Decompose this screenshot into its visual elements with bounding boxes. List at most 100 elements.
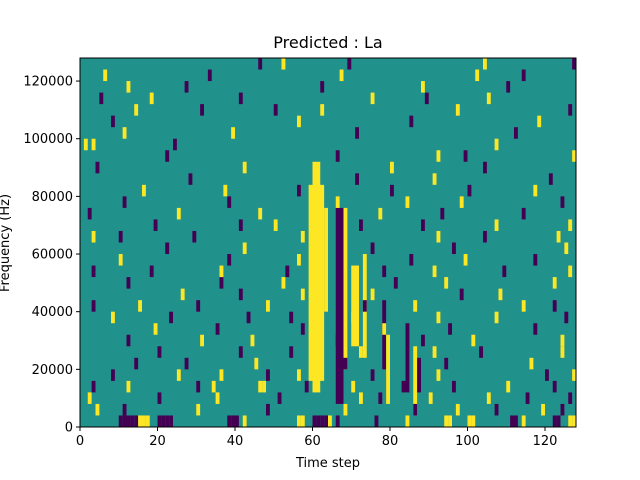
heatmap-cell [436, 230, 441, 243]
heatmap-cell [486, 92, 491, 105]
heatmap-cell [463, 254, 468, 266]
heatmap-cell [359, 219, 363, 231]
heatmap-cell [370, 92, 375, 105]
heatmap-cell [362, 300, 367, 312]
heatmap-cell [347, 58, 352, 70]
heatmap-cell [568, 415, 573, 427]
heatmap-band [413, 346, 418, 416]
heatmap-cell [134, 357, 139, 370]
heatmap-cell [231, 415, 235, 427]
heatmap-cell [223, 184, 228, 197]
heatmap-cell [297, 369, 301, 381]
heatmap-cell [192, 230, 197, 243]
heatmap-cell [87, 207, 92, 220]
heatmap-cell [568, 219, 573, 231]
heatmap-cell [533, 254, 538, 266]
heatmap-cell [448, 415, 452, 427]
heatmap-cell [169, 415, 173, 427]
heatmap-band [343, 207, 348, 370]
heatmap-cell [285, 265, 290, 278]
heatmap-cell [370, 242, 375, 255]
heatmap-cell [118, 415, 123, 427]
heatmap-cell [436, 311, 441, 324]
x-tick-label: 60 [304, 434, 321, 449]
heatmap-cell [242, 161, 247, 174]
heatmap-cell [328, 415, 332, 427]
heatmap-cell [506, 81, 511, 93]
chart-title: Predicted : La [273, 33, 382, 52]
heatmap-cell [87, 392, 92, 404]
heatmap-cell [246, 311, 251, 324]
heatmap-cell [382, 323, 387, 335]
heatmap-cell [355, 127, 359, 139]
heatmap-band [405, 323, 410, 393]
heatmap-cell [211, 380, 216, 393]
heatmap-cell [254, 357, 259, 370]
heatmap-cell [541, 403, 545, 416]
heatmap-cell [142, 415, 146, 427]
heatmap-cell [165, 150, 170, 162]
heatmap-cell [359, 346, 363, 358]
heatmap-cell [126, 81, 131, 93]
heatmap-cell [572, 150, 576, 162]
heatmap-cell [533, 323, 538, 335]
heatmap-cell [91, 138, 96, 151]
heatmap-cell [273, 104, 278, 116]
heatmap-cell [238, 92, 243, 105]
heatmap-cell [351, 380, 356, 393]
y-tick-label: 40000 [32, 305, 73, 320]
heatmap-cell [122, 127, 127, 139]
heatmap-cell [176, 369, 181, 381]
heatmap-cell [142, 184, 146, 197]
heatmap-cell [432, 346, 437, 358]
heatmap-cell [514, 415, 518, 427]
heatmap-cell [126, 380, 131, 393]
heatmap-cell [568, 104, 573, 116]
heatmap-cell [552, 415, 557, 427]
heatmap-cell [525, 392, 530, 404]
heatmap-cell [444, 357, 449, 370]
heatmap-band [417, 357, 421, 393]
heatmap-cell [552, 300, 557, 312]
heatmap-cell [467, 184, 472, 197]
heatmap-cell [266, 369, 270, 381]
heatmap-cell [382, 265, 387, 278]
heatmap-cell [227, 254, 232, 266]
heatmap-band [312, 161, 321, 393]
heatmap-cell [219, 369, 224, 381]
heatmap-cell [122, 196, 127, 208]
x-tick-label: 100 [455, 434, 480, 449]
heatmap-cell [180, 288, 185, 301]
heatmap-cell [134, 104, 139, 116]
y-tick-label: 120000 [23, 75, 73, 90]
heatmap-cell [378, 207, 383, 220]
x-tick-label: 0 [76, 434, 84, 449]
x-tick-label: 80 [382, 434, 399, 449]
heatmap-cell [153, 219, 158, 231]
heatmap-cell [231, 127, 235, 139]
heatmap-cell [238, 219, 243, 231]
heatmap-cell [405, 196, 410, 208]
heatmap-cell [521, 300, 526, 312]
heatmap-cell [91, 230, 96, 243]
heatmap-cell [219, 265, 224, 278]
heatmap-cell [483, 161, 487, 174]
x-axis: 0 20 40 60 80 100 120 [76, 427, 557, 449]
heatmap-cell [359, 392, 363, 404]
heatmap-cell [560, 346, 565, 358]
heatmap-cell [452, 380, 456, 393]
heatmap-cell [370, 369, 375, 381]
heatmap-cell [560, 334, 565, 347]
heatmap-cell [91, 265, 96, 278]
heatmap-cell [510, 415, 514, 427]
heatmap-cell [258, 380, 263, 393]
heatmap-cell [343, 403, 348, 416]
heatmap-cell [452, 242, 456, 255]
heatmap-cell [207, 69, 212, 82]
heatmap-cell [266, 403, 270, 416]
heatmap-cell [467, 415, 472, 427]
heatmap-cell [184, 357, 189, 370]
heatmap-cell [556, 415, 561, 427]
y-axis-label: Frequency (Hz) [0, 194, 13, 292]
heatmap-cell [339, 69, 344, 82]
